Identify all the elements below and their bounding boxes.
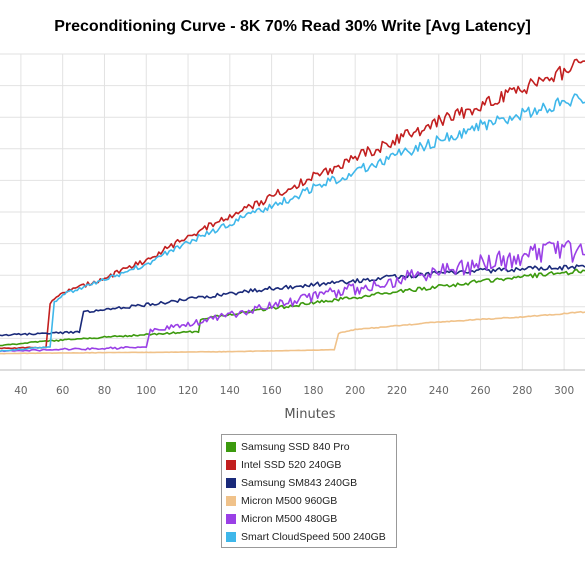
x-tick-label: 200 (345, 385, 365, 397)
legend-swatch (226, 478, 236, 488)
x-tick-label: 120 (178, 385, 198, 397)
legend-label: Samsung SSD 840 Pro (241, 441, 350, 453)
legend-label: Smart CloudSpeed 500 240GB (241, 531, 386, 543)
legend-item: Smart CloudSpeed 500 240GB (226, 528, 392, 546)
x-tick-label: 100 (136, 385, 156, 397)
x-tick-label: 240 (429, 385, 449, 397)
x-tick-label: 160 (262, 385, 282, 397)
x-tick-label: 180 (303, 385, 323, 397)
x-tick-label: 60 (56, 385, 69, 397)
legend-item: Intel SSD 520 240GB (226, 456, 392, 474)
legend-item: Samsung SM843 240GB (226, 474, 392, 492)
series-line (0, 310, 585, 355)
x-tick-label: 80 (98, 385, 111, 397)
legend-swatch (226, 460, 236, 470)
series-line (0, 240, 585, 353)
x-tick-label: 260 (471, 385, 491, 397)
x-tick-labels: 40 60 80 100 120 140 160 180 200 220 240 260 280 300 (14, 385, 574, 397)
legend-label: Micron M500 480GB (241, 513, 338, 525)
legend-swatch (226, 532, 236, 542)
legend-label: Intel SSD 520 240GB (241, 459, 342, 471)
series-group (0, 58, 585, 355)
chart-title: Preconditioning Curve - 8K 70% Read 30% … (54, 18, 531, 35)
x-tick-label: 220 (387, 385, 407, 397)
legend-label: Micron M500 960GB (241, 495, 338, 507)
x-tick-label: 40 (14, 385, 27, 397)
x-tick-label: 280 (512, 385, 532, 397)
legend-swatch (226, 496, 236, 506)
series-line (0, 93, 585, 353)
legend-swatch (226, 514, 236, 524)
legend: Samsung SSD 840 Pro Intel SSD 520 240GB Sa… (221, 434, 397, 548)
legend-item: Samsung SSD 840 Pro (226, 438, 392, 456)
legend-item: Micron M500 480GB (226, 510, 392, 528)
x-tick-label: 300 (554, 385, 574, 397)
grid (0, 53, 585, 371)
x-axis-title: Minutes (284, 407, 335, 422)
legend-item: Micron M500 960GB (226, 492, 392, 510)
legend-swatch (226, 442, 236, 452)
x-tick-label: 140 (220, 385, 240, 397)
legend-label: Samsung SM843 240GB (241, 477, 358, 489)
